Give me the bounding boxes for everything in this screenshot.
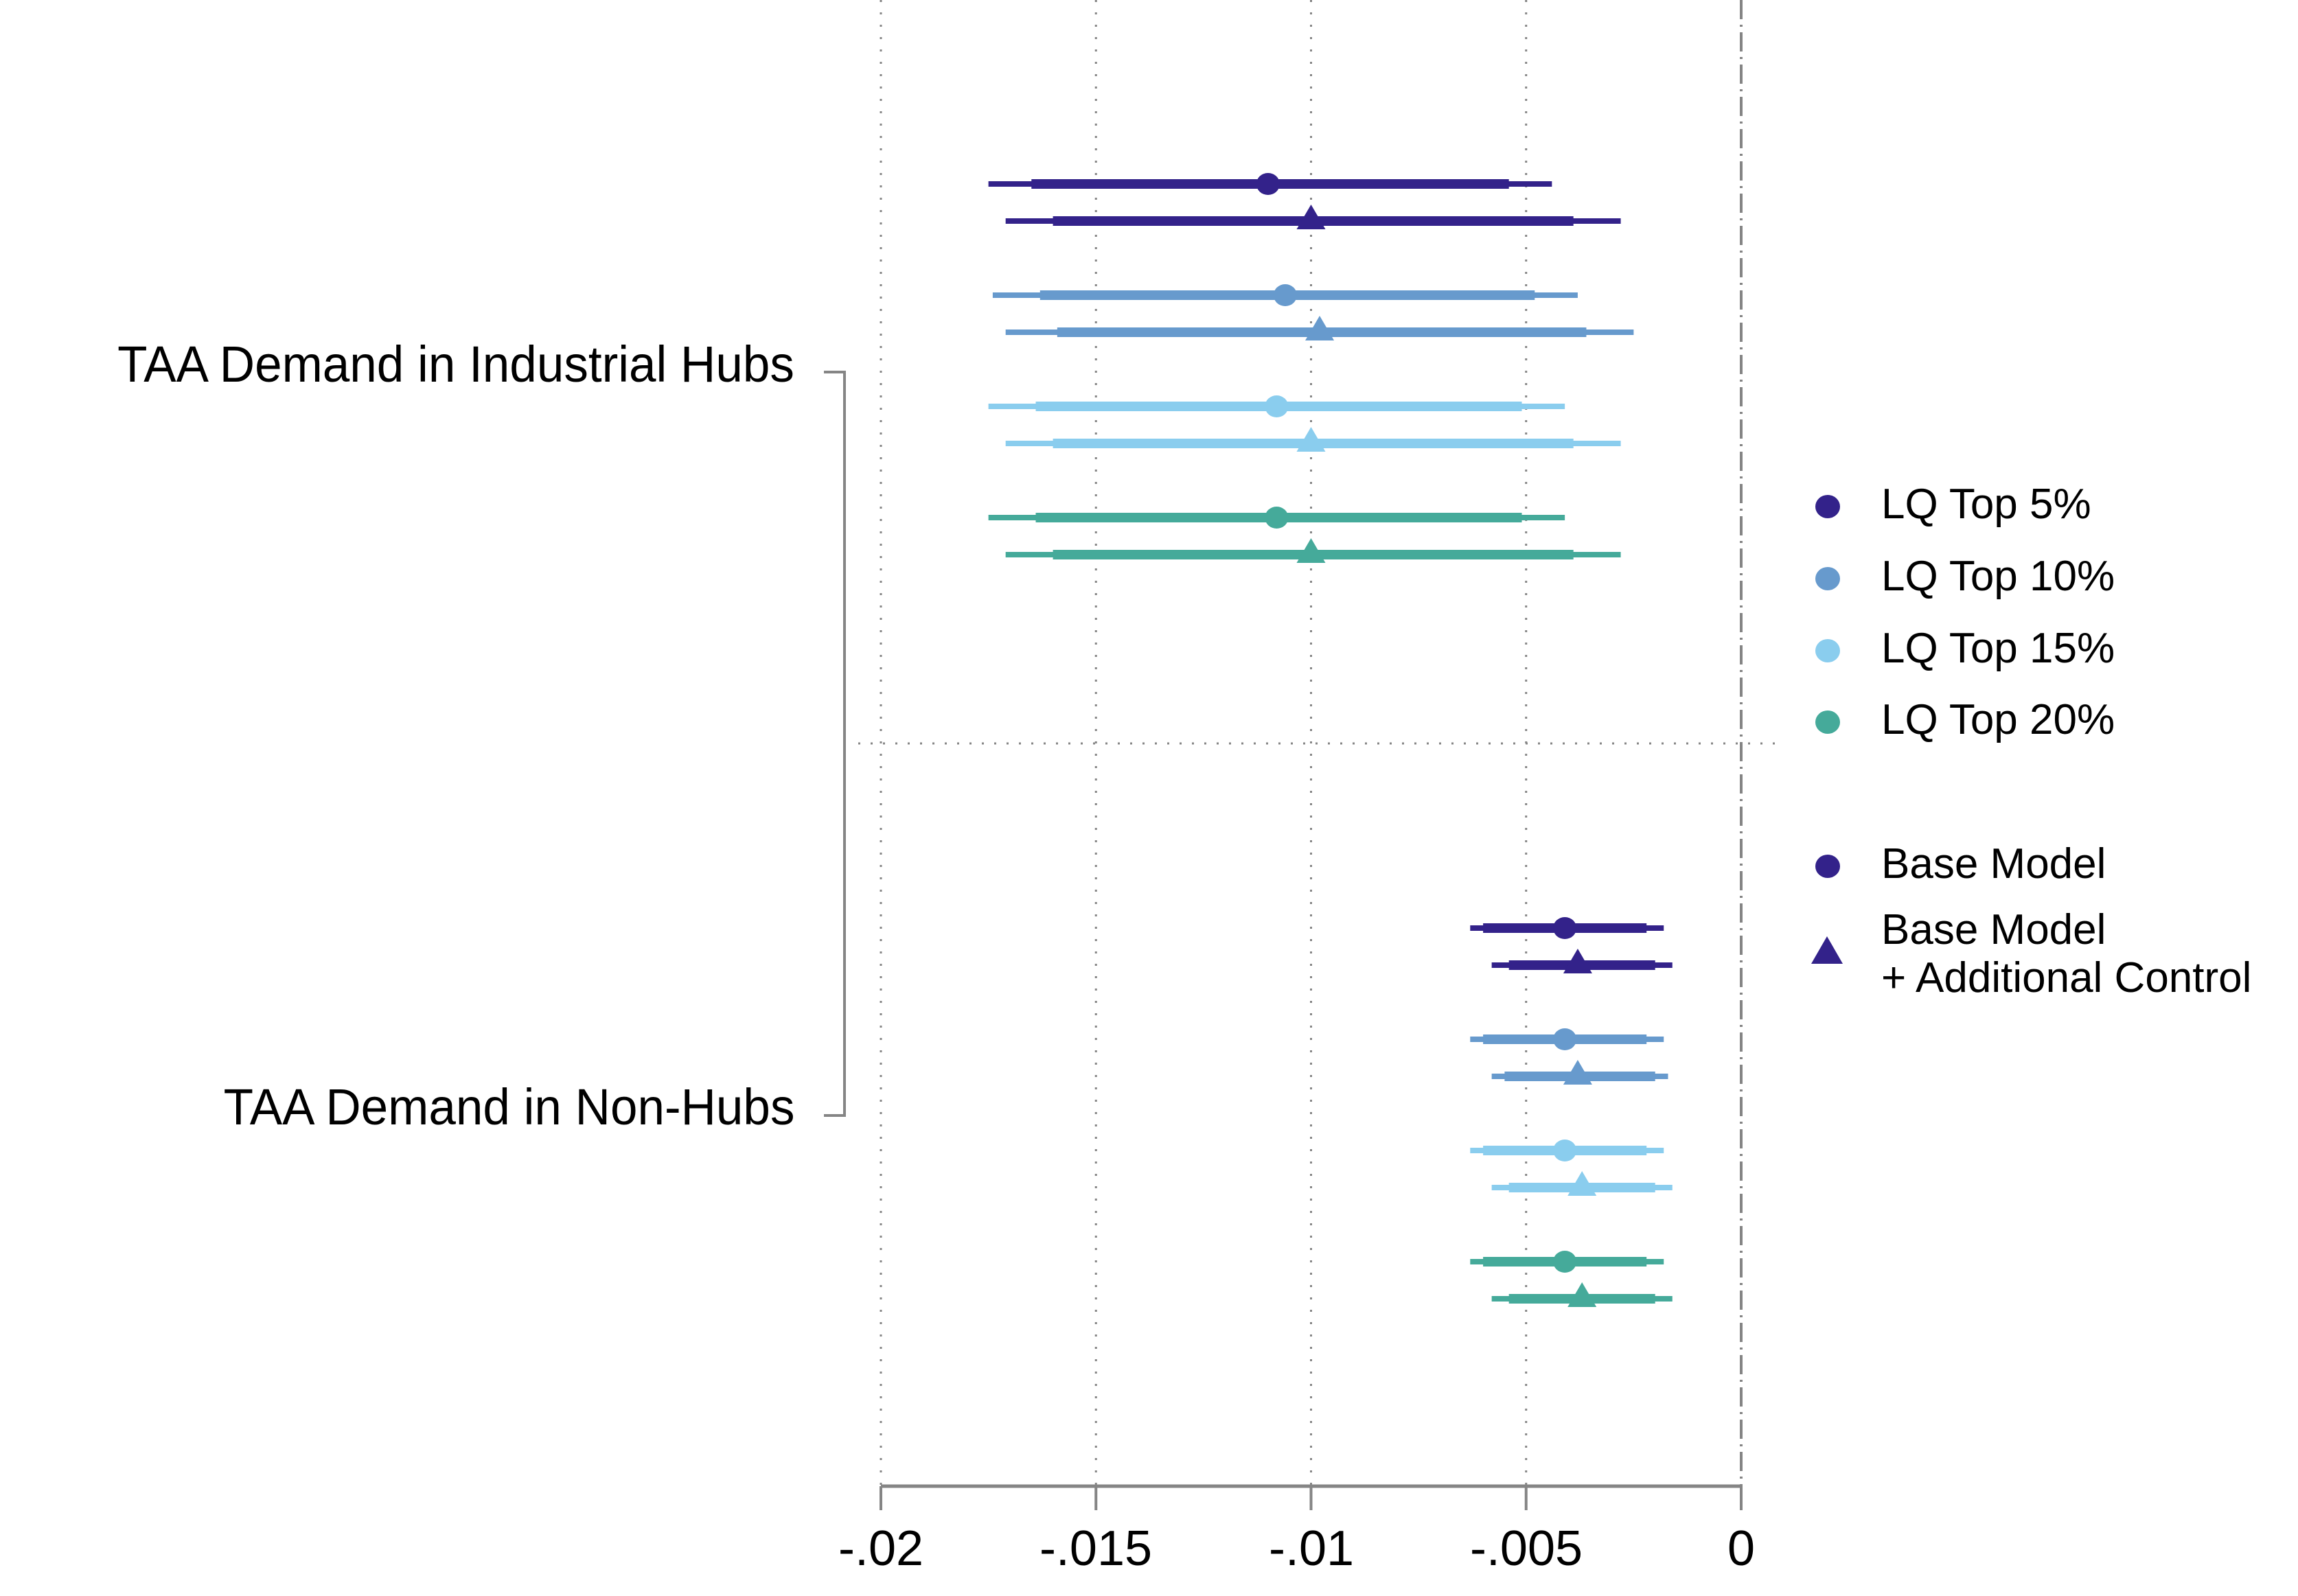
x-tick-label: -.015 (1039, 1521, 1153, 1576)
circle-marker-icon (1553, 1140, 1577, 1161)
circle-marker-icon (1553, 917, 1577, 939)
circle-marker-icon (1553, 1028, 1577, 1050)
triangle-marker-icon (1296, 538, 1326, 563)
circle-marker-icon (1256, 173, 1280, 195)
circle-marker-icon (1265, 395, 1289, 417)
x-axis (880, 1484, 1743, 1510)
estimate-row (1491, 1171, 1673, 1196)
circle-marker-icon (1815, 639, 1840, 662)
estimate-row (1491, 949, 1673, 973)
group-bracket (824, 371, 846, 1117)
legend-label: LQ Top 15% (1881, 625, 2115, 672)
estimate-row (988, 173, 1552, 195)
triangle-marker-icon (1811, 936, 1843, 964)
estimate-row (1470, 1140, 1664, 1161)
estimate-row (1491, 1060, 1668, 1085)
circle-marker-icon (1265, 507, 1289, 529)
estimate-bars (988, 173, 1673, 1307)
legend-label: LQ Top 5% (1881, 481, 2091, 528)
estimate-row (1005, 427, 1621, 452)
legend-label: Base Model (1881, 840, 2106, 888)
triangle-marker-icon (1563, 949, 1592, 973)
estimate-row (1005, 316, 1634, 340)
legend-label-line1: Base Model (1881, 906, 2106, 953)
legend-label: LQ Top 20% (1881, 696, 2115, 743)
estimate-row (1005, 538, 1621, 563)
circle-marker-icon (1815, 495, 1840, 518)
x-tick-label: -.01 (1268, 1521, 1355, 1576)
x-tick-label: 0 (1727, 1521, 1756, 1576)
estimate-row (992, 284, 1578, 306)
circle-marker-icon (1273, 284, 1297, 306)
grid-lines (858, 0, 1775, 1486)
estimate-row (988, 395, 1565, 417)
triangle-marker-icon (1296, 427, 1326, 452)
legend-label: Base Model + Additional Control (1881, 906, 2251, 1002)
legend-label-line2: + Additional Control (1881, 954, 2252, 1002)
group-label-non-hubs: TAA Demand in Non-Hubs (223, 1078, 794, 1135)
estimate-row (1470, 1028, 1664, 1050)
triangle-marker-icon (1563, 1060, 1592, 1085)
circle-marker-icon (1553, 1251, 1577, 1273)
estimate-row (1470, 917, 1664, 939)
x-tick-label: -.02 (838, 1521, 924, 1576)
x-tick-label: -.005 (1469, 1521, 1583, 1576)
y-axis-bracket (824, 371, 846, 1117)
estimate-row (1491, 1282, 1673, 1307)
legend-label: LQ Top 10% (1881, 553, 2115, 600)
estimate-row (1005, 205, 1621, 229)
circle-marker-icon (1815, 710, 1840, 734)
circle-marker-icon (1815, 855, 1840, 878)
triangle-marker-icon (1305, 316, 1335, 340)
triangle-marker-icon (1567, 1282, 1597, 1307)
estimate-row (1470, 1251, 1664, 1273)
circle-marker-icon (1815, 567, 1840, 590)
triangle-marker-icon (1567, 1171, 1597, 1196)
estimate-row (988, 507, 1565, 529)
triangle-marker-icon (1296, 205, 1326, 229)
group-label-industrial-hubs: TAA Demand in Industrial Hubs (117, 336, 794, 393)
